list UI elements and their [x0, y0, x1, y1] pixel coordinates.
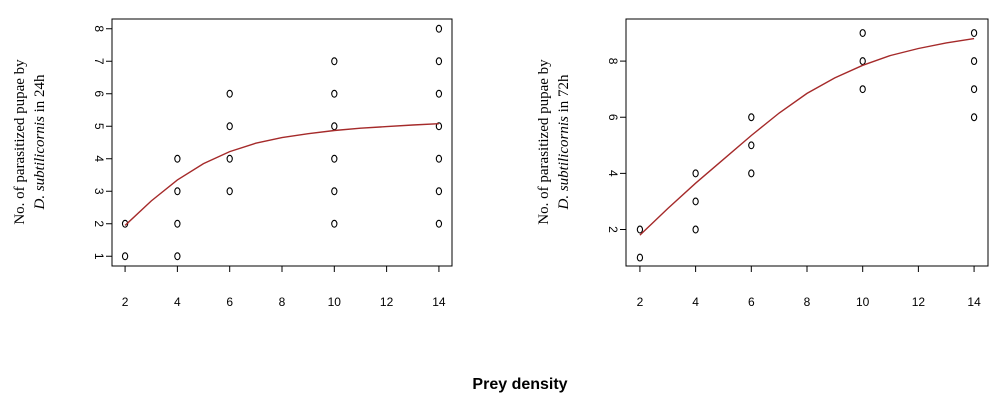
- data-point: [971, 2, 976, 9]
- panel-72h: 2 4 6 8 10 12 14 2 4 6 8 No. of parasitized pupae b…: [536, 2, 989, 309]
- data-point: [748, 141, 755, 150]
- y-axis-label-species: D. subtilicornis: [32, 116, 48, 211]
- data-point: [331, 122, 338, 131]
- fit-curve: [639, 37, 975, 236]
- y-tick-label: 6: [606, 114, 620, 121]
- fit-curve: [124, 123, 439, 226]
- data-point: [435, 57, 443, 66]
- data-point: [859, 29, 866, 37]
- y-tick-label: 8: [92, 25, 106, 32]
- data-point: [331, 57, 338, 66]
- y-tick-label: 4: [92, 155, 106, 162]
- y-axis-label-suffix: in 24h: [32, 74, 48, 116]
- y-tick-label: 2: [92, 220, 106, 227]
- x-tick-label: 14: [967, 295, 981, 309]
- x-tick-label: 2: [122, 295, 129, 309]
- y-tick-label: 1: [92, 253, 106, 260]
- data-point: [174, 154, 181, 163]
- data-point: [226, 122, 233, 131]
- data-point: [636, 225, 644, 234]
- data-point: [435, 219, 443, 228]
- y-tick-label: 5: [92, 123, 106, 130]
- data-point: [692, 197, 699, 206]
- data-point: [174, 252, 181, 261]
- data-point: [435, 89, 443, 98]
- data-point: [121, 252, 129, 261]
- x-tick-label: 4: [174, 295, 181, 309]
- data-point: [970, 57, 978, 66]
- data-point: [174, 219, 181, 228]
- data-point: [435, 187, 443, 196]
- data-point: [435, 24, 443, 33]
- y-tick-label: 3: [92, 188, 106, 195]
- y-tick-label: 7: [92, 58, 106, 65]
- x-tick-label: 4: [692, 295, 699, 309]
- data-point: [970, 85, 978, 94]
- y-axis-label-line1: No. of parasitized pupae by: [12, 59, 28, 225]
- x-tick-label: 2: [637, 295, 644, 309]
- x-tick-label: 10: [328, 295, 342, 309]
- x-tick-label: 12: [912, 295, 926, 309]
- data-point: [226, 187, 233, 196]
- x-axis-label: Prey density: [472, 376, 567, 393]
- data-point: [435, 122, 443, 131]
- y-axis-label-line2: D. subtilicornis in 72h: [556, 74, 572, 211]
- x-tick-label: 6: [748, 295, 755, 309]
- plot-frame: [111, 18, 453, 267]
- data-point: [748, 169, 755, 178]
- data-point: [692, 225, 699, 234]
- x-tick-label: 6: [226, 295, 233, 309]
- y-tick-label: 2: [606, 226, 620, 233]
- data-point: [331, 187, 338, 196]
- data-point: [692, 169, 699, 178]
- data-point: [748, 113, 755, 122]
- y-axis-label-line1: No. of parasitized pupae by: [536, 59, 552, 225]
- data-point: [435, 154, 443, 163]
- y-tick-label: 4: [606, 170, 620, 177]
- data-point: [174, 187, 181, 196]
- plot-frame: [625, 18, 989, 267]
- y-axis-label-suffix: in 72h: [556, 74, 572, 116]
- x-tick-label: 14: [432, 295, 446, 309]
- x-tick-label: 8: [279, 295, 286, 309]
- data-point: [331, 89, 338, 98]
- x-tick-label: 10: [856, 295, 870, 309]
- data-point: [331, 154, 338, 163]
- y-axis-label-species: D. subtilicornis: [556, 116, 572, 211]
- data-point: [859, 85, 866, 94]
- data-point: [331, 219, 338, 228]
- data-point: [970, 113, 978, 122]
- x-tick-label: 12: [380, 295, 394, 309]
- data-point: [860, 2, 865, 9]
- y-axis-label-line2: D. subtilicornis in 24h: [32, 74, 48, 211]
- data-points: [636, 2, 978, 262]
- data-point: [859, 57, 866, 66]
- data-points: [121, 24, 443, 261]
- data-point: [970, 29, 978, 37]
- y-tick-label: 6: [92, 90, 106, 97]
- data-point: [636, 253, 644, 262]
- data-point: [226, 154, 233, 163]
- y-tick-label: 8: [606, 58, 620, 65]
- x-tick-label: 8: [804, 295, 811, 309]
- data-point: [226, 89, 233, 98]
